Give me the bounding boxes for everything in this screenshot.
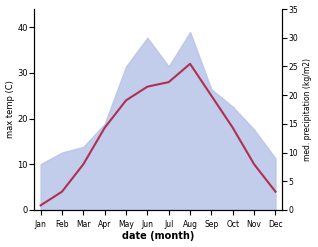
Y-axis label: med. precipitation (kg/m2): med. precipitation (kg/m2)	[303, 58, 313, 161]
X-axis label: date (month): date (month)	[122, 231, 194, 242]
Y-axis label: max temp (C): max temp (C)	[5, 81, 15, 138]
